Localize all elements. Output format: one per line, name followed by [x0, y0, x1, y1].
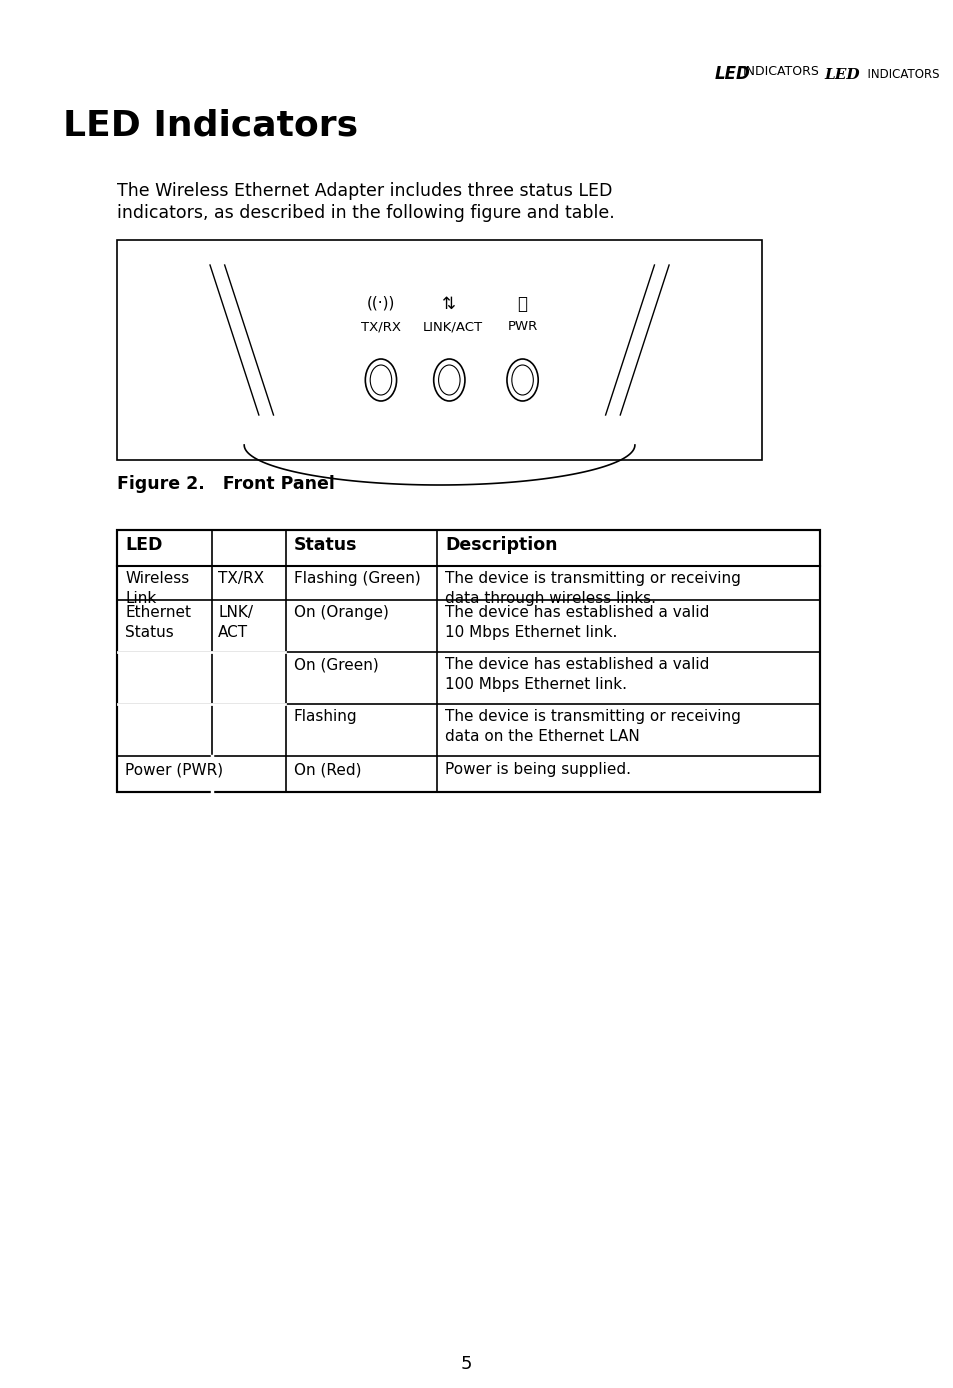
Ellipse shape: [434, 359, 464, 401]
Text: LED: LED: [125, 536, 162, 554]
Text: PWR: PWR: [507, 321, 537, 333]
Text: On (Orange): On (Orange): [294, 605, 388, 620]
Text: The Wireless Ethernet Adapter includes three status LED: The Wireless Ethernet Adapter includes t…: [117, 182, 612, 200]
Text: LED Indicators: LED Indicators: [64, 108, 358, 142]
Text: 5: 5: [459, 1355, 471, 1373]
Text: LINK/ACT: LINK/ACT: [423, 321, 483, 333]
Text: ⇅: ⇅: [442, 296, 456, 314]
Bar: [117, 240, 761, 459]
Text: INDICATORS: INDICATORS: [859, 68, 938, 81]
Text: ((·)): ((·)): [366, 296, 395, 310]
Text: Ethernet
Status: Ethernet Status: [125, 605, 191, 640]
Text: The device is transmitting or receiving
data on the Ethernet LAN: The device is transmitting or receiving …: [444, 709, 740, 744]
Text: Flashing (Green): Flashing (Green): [294, 570, 420, 586]
Text: The device has established a valid
100 Mbps Ethernet link.: The device has established a valid 100 M…: [444, 657, 709, 691]
Text: Flashing: Flashing: [294, 709, 357, 725]
Text: The device has established a valid
10 Mbps Ethernet link.: The device has established a valid 10 Mb…: [444, 605, 709, 640]
Text: TX/RX: TX/RX: [360, 321, 400, 333]
Text: TX/RX: TX/RX: [218, 570, 264, 586]
Text: ⏻: ⏻: [517, 296, 527, 314]
Text: On (Red): On (Red): [294, 762, 361, 777]
Ellipse shape: [365, 359, 396, 401]
Text: LNK/
ACT: LNK/ ACT: [218, 605, 253, 640]
Text: The device is transmitting or receiving
data through wireless links.: The device is transmitting or receiving …: [444, 570, 740, 605]
Ellipse shape: [438, 365, 459, 396]
Bar: [117, 530, 820, 793]
Text: Wireless
Link: Wireless Link: [125, 570, 189, 605]
Text: LED: LED: [714, 65, 750, 83]
Text: Figure 2.   Front Panel: Figure 2. Front Panel: [117, 475, 335, 493]
Text: LED: LED: [823, 68, 859, 82]
Bar: [117, 530, 820, 793]
Text: INDICATORS: INDICATORS: [741, 65, 819, 78]
Text: Description: Description: [444, 536, 557, 554]
Text: Power is being supplied.: Power is being supplied.: [444, 762, 630, 777]
Text: Power (PWR): Power (PWR): [125, 762, 223, 777]
Text: indicators, as described in the following figure and table.: indicators, as described in the followin…: [117, 204, 615, 222]
Ellipse shape: [370, 365, 392, 396]
Ellipse shape: [512, 365, 533, 396]
Ellipse shape: [506, 359, 537, 401]
Text: Status: Status: [294, 536, 357, 554]
Text: On (Green): On (Green): [294, 657, 378, 672]
